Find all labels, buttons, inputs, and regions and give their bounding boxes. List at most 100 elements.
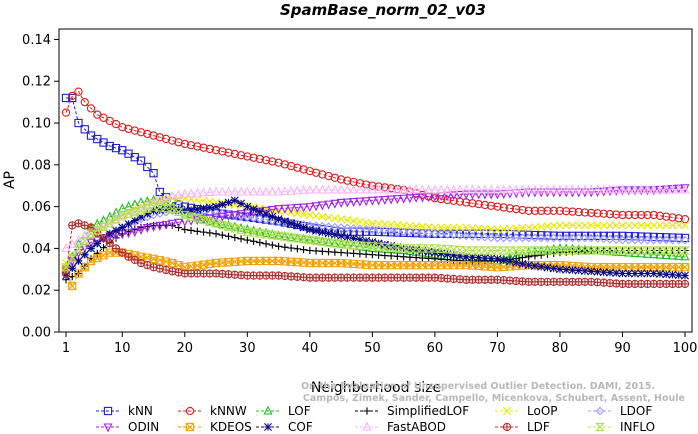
legend-marker-knnw bbox=[185, 406, 195, 416]
data-point-knnw bbox=[118, 123, 127, 132]
data-point-loop bbox=[474, 224, 483, 233]
data-point-inflo bbox=[98, 222, 109, 231]
data-point-cof bbox=[162, 205, 171, 214]
data-point-fastabod bbox=[205, 186, 215, 196]
data-point-knnw bbox=[380, 183, 390, 192]
data-point-fastabod bbox=[167, 190, 177, 200]
data-point-cof bbox=[537, 262, 546, 271]
legend-marker-ldf bbox=[502, 422, 512, 432]
data-point-odin bbox=[224, 211, 234, 221]
data-point-fastabod bbox=[430, 184, 440, 194]
data-point-cof bbox=[193, 205, 202, 214]
data-point-knnw bbox=[562, 207, 571, 216]
data-point-simplifiedlof bbox=[537, 251, 545, 259]
x-axis-title: Neighborhood size bbox=[311, 380, 441, 396]
data-point-ldof bbox=[624, 235, 634, 245]
data-point-knn bbox=[655, 232, 665, 242]
data-point-odin bbox=[355, 197, 365, 207]
data-point-loop bbox=[499, 225, 508, 234]
plot-frame bbox=[58, 28, 693, 333]
x-tick-label: 90 bbox=[614, 341, 631, 356]
data-point-inflo bbox=[279, 232, 290, 241]
data-point-cof bbox=[580, 266, 589, 275]
data-point-loop bbox=[612, 221, 621, 230]
data-point-inflo bbox=[448, 245, 459, 254]
data-point-knnw bbox=[512, 204, 521, 214]
data-point-fastabod bbox=[317, 184, 327, 194]
data-point-ldof bbox=[511, 233, 521, 243]
data-point-fastabod bbox=[580, 184, 590, 194]
data-point-odin bbox=[286, 204, 296, 214]
data-point-inflo bbox=[417, 244, 428, 253]
data-point-odin bbox=[174, 218, 184, 228]
data-point-loop bbox=[162, 195, 171, 204]
data-point-inflo bbox=[548, 246, 559, 255]
data-point-inflo bbox=[186, 212, 196, 221]
data-point-inflo bbox=[573, 246, 584, 255]
data-point-cof bbox=[662, 270, 671, 279]
data-point-ldof bbox=[449, 230, 459, 240]
data-point-fastabod bbox=[236, 186, 246, 196]
data-point-lof bbox=[680, 251, 690, 261]
data-point-cof bbox=[474, 253, 483, 262]
data-point-ldof bbox=[574, 233, 584, 243]
data-point-fastabod bbox=[455, 184, 465, 194]
data-point-inflo bbox=[492, 246, 503, 255]
data-point-inflo bbox=[129, 208, 140, 217]
data-point-knnw bbox=[643, 210, 652, 220]
data-point-knn bbox=[662, 233, 671, 242]
data-point-inflo bbox=[498, 246, 509, 255]
data-point-fastabod bbox=[449, 184, 459, 194]
data-point-ldf bbox=[111, 244, 121, 253]
data-point-loop bbox=[462, 223, 471, 232]
data-point-simplifiedlof bbox=[206, 229, 214, 237]
series-line-loop bbox=[65, 197, 685, 264]
data-point-fastabod bbox=[674, 184, 684, 194]
data-point-cof bbox=[180, 206, 189, 215]
data-point-simplifiedlof bbox=[337, 248, 345, 257]
data-point-lof bbox=[668, 250, 677, 260]
data-point-knnw bbox=[637, 210, 646, 220]
data-point-cof bbox=[187, 205, 196, 214]
data-point-knnw bbox=[343, 176, 352, 185]
data-point-odin bbox=[142, 223, 152, 233]
data-point-cof bbox=[412, 246, 421, 255]
legend-label-inflo: INFLO bbox=[620, 420, 655, 434]
data-point-fastabod bbox=[630, 184, 640, 194]
data-point-fastabod bbox=[286, 185, 296, 195]
data-point-inflo bbox=[104, 219, 115, 228]
data-point-cof bbox=[205, 203, 214, 212]
data-point-fastabod bbox=[330, 184, 340, 194]
data-point-loop bbox=[430, 223, 439, 232]
data-point-fastabod bbox=[305, 184, 315, 194]
data-point-inflo bbox=[567, 246, 578, 255]
data-point-fastabod bbox=[149, 197, 159, 206]
data-point-fastabod bbox=[424, 184, 434, 194]
data-point-ldof bbox=[468, 231, 477, 241]
data-point-knnw bbox=[505, 204, 515, 213]
data-point-simplifiedlof bbox=[531, 252, 539, 260]
data-point-knnw bbox=[618, 210, 627, 220]
data-point-fastabod bbox=[480, 184, 490, 194]
data-point-loop bbox=[530, 223, 539, 232]
data-point-knnw bbox=[174, 138, 183, 147]
data-point-lof bbox=[330, 237, 340, 247]
data-point-inflo bbox=[667, 246, 678, 255]
data-point-odin bbox=[492, 190, 502, 200]
series-inflo bbox=[61, 202, 690, 272]
y-tick-label: 0.02 bbox=[22, 284, 51, 299]
data-point-loop bbox=[674, 221, 683, 230]
data-point-knnw bbox=[530, 206, 540, 215]
x-tick-label: 20 bbox=[177, 341, 194, 356]
data-point-cof bbox=[343, 233, 352, 242]
data-point-ldof bbox=[480, 232, 490, 242]
data-point-knnw bbox=[630, 210, 640, 220]
data-point-cof bbox=[87, 244, 95, 253]
data-point-lof bbox=[267, 229, 277, 239]
data-point-odin bbox=[92, 236, 102, 246]
data-point-fastabod bbox=[374, 184, 384, 194]
data-point-loop bbox=[630, 221, 639, 230]
data-point-simplifiedlof bbox=[199, 228, 208, 236]
data-point-cof bbox=[318, 228, 327, 237]
